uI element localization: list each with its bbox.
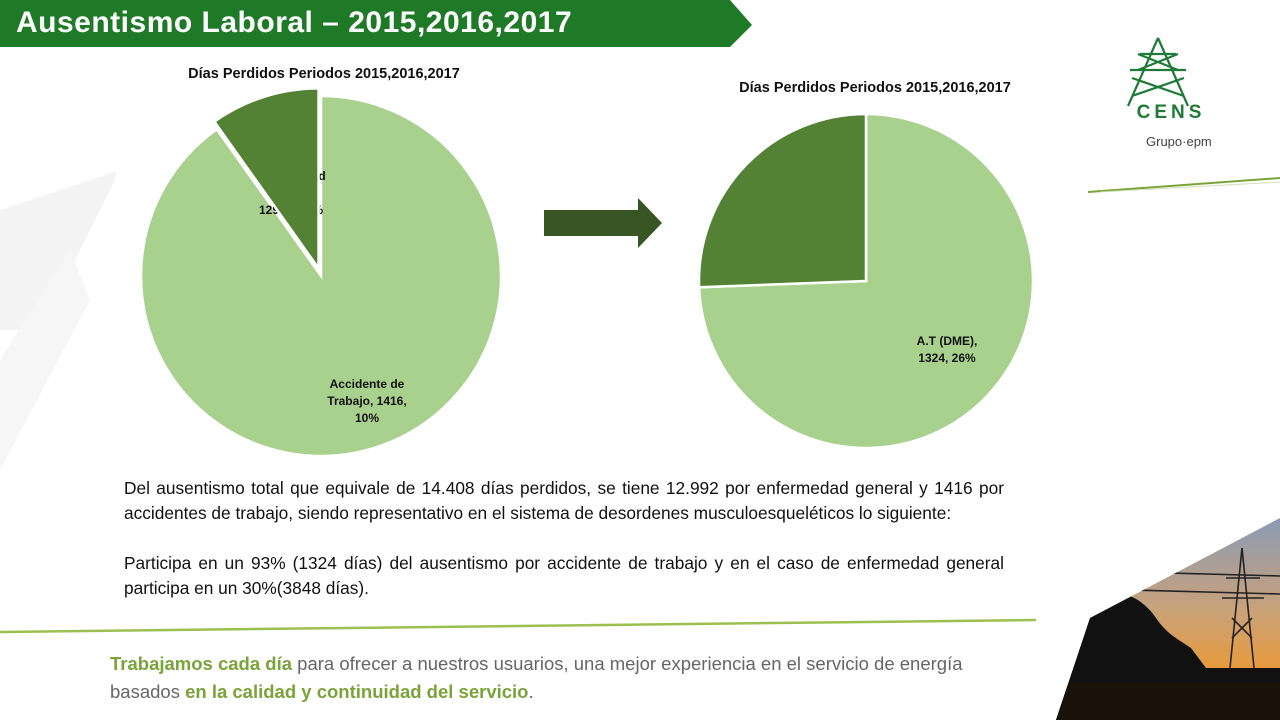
footer-divider — [0, 618, 1037, 634]
pie-slice — [697, 112, 868, 289]
slide-title: Ausentismo Laboral – 2015,2016,2017 — [16, 6, 573, 39]
chart-panel-2: Días Perdidos Periodos 2015,2016,2017 En… — [664, 74, 1086, 460]
body-text: Del ausentismo total que equivale de 14.… — [124, 476, 1004, 601]
slice-label: A.T (DME), 1324, 26% — [917, 334, 978, 365]
chart-1-title: Días Perdidos Periodos 2015,2016,2017 — [188, 66, 460, 82]
pie-slice — [212, 87, 320, 273]
logo-name: CENS — [1136, 102, 1206, 123]
logo-group: Grupo·epm — [1146, 134, 1212, 149]
paragraph-spacer — [124, 526, 1004, 551]
sunset-power-line-photo — [1056, 518, 1280, 720]
footer-highlight-2: en la calidad y continuidad del servicio — [185, 681, 529, 702]
chart-2-pie: Enf Gen(DME),3848, 74%A.T (DME),1324, 26… — [697, 112, 1035, 450]
body-paragraph-2: Participa en un 93% (1324 días) del ause… — [124, 553, 1004, 598]
footer-text-4: . — [528, 681, 534, 702]
body-paragraph-1: Del ausentismo total que equivale de 14.… — [124, 478, 1004, 523]
footer-slogan: Trabajamos cada día para ofrecer a nuest… — [110, 650, 990, 706]
footer-highlight-1: Trabajamos cada día — [110, 653, 293, 674]
power-tower-icon — [1126, 37, 1190, 107]
arrow-right-icon — [544, 198, 662, 248]
title-banner — [0, 0, 752, 47]
chart-panel-1: Días Perdidos Periodos 2015,2016,2017 En… — [116, 58, 532, 464]
chart-1-pie: EnfermedadGeneral ,12992, 90%Accidente d… — [139, 87, 503, 458]
footer-text-2: para ofrecer a nuestros usuarios, una me… — [110, 653, 963, 702]
slice-label: Accidente de Trabajo, 1416, 10% — [327, 377, 406, 425]
chart-2-title: Días Perdidos Periodos 2015,2016,2017 — [739, 80, 1011, 96]
pie-slice — [139, 94, 503, 458]
